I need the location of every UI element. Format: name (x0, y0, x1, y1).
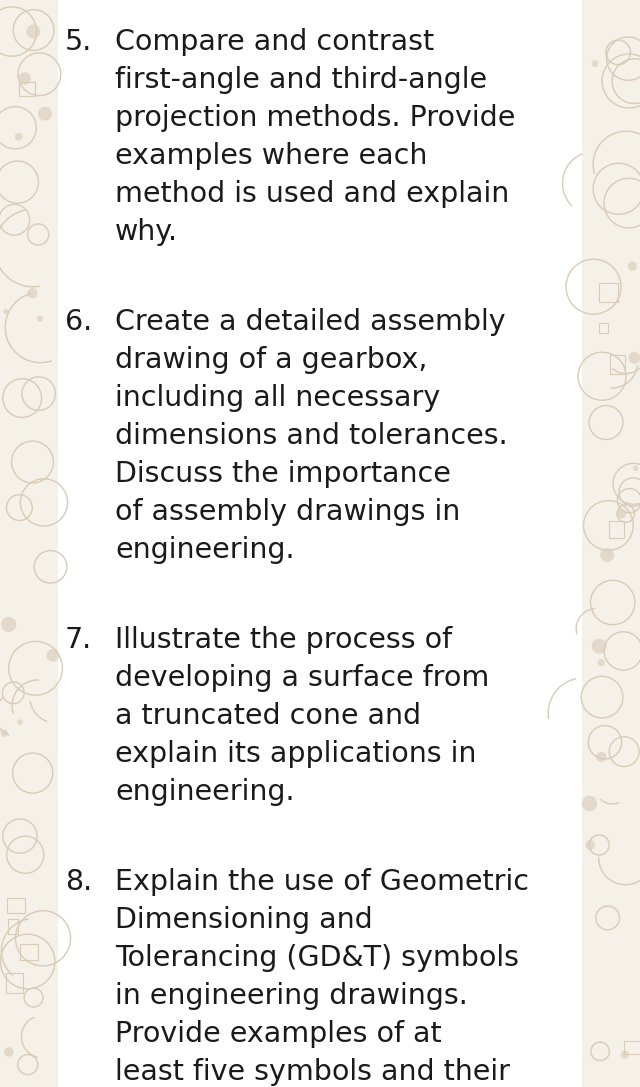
Circle shape (15, 133, 22, 140)
Text: least five symbols and their: least five symbols and their (115, 1058, 510, 1086)
Circle shape (36, 315, 43, 322)
Text: Discuss the importance: Discuss the importance (115, 460, 451, 488)
Circle shape (633, 465, 639, 471)
Circle shape (582, 796, 597, 811)
Text: dimensions and tolerances.: dimensions and tolerances. (115, 422, 508, 450)
Text: in engineering drawings.: in engineering drawings. (115, 982, 468, 1010)
Text: Tolerancing (GD&T) symbols: Tolerancing (GD&T) symbols (115, 944, 519, 972)
Text: of assembly drawings in: of assembly drawings in (115, 498, 460, 526)
Text: method is used and explain: method is used and explain (115, 180, 509, 208)
Text: projection methods. Provide: projection methods. Provide (115, 104, 515, 132)
Circle shape (26, 25, 40, 38)
Circle shape (585, 840, 595, 850)
Text: Provide examples of at: Provide examples of at (115, 1020, 442, 1048)
Text: 5.: 5. (65, 28, 92, 57)
Circle shape (27, 288, 38, 298)
Text: Create a detailed assembly: Create a detailed assembly (115, 308, 506, 336)
Text: drawing of a gearbox,: drawing of a gearbox, (115, 346, 428, 374)
Circle shape (616, 509, 627, 518)
Circle shape (3, 309, 9, 314)
Circle shape (621, 1050, 629, 1059)
Text: Explain the use of Geometric: Explain the use of Geometric (115, 869, 529, 896)
Text: a truncated cone and: a truncated cone and (115, 702, 421, 730)
Circle shape (598, 659, 605, 666)
Text: 8.: 8. (65, 869, 92, 896)
Text: including all necessary: including all necessary (115, 384, 440, 412)
Circle shape (47, 649, 60, 662)
Text: engineering.: engineering. (115, 536, 294, 564)
Text: Compare and contrast: Compare and contrast (115, 28, 434, 57)
Circle shape (1, 617, 16, 633)
Text: 7.: 7. (65, 626, 92, 654)
Circle shape (600, 548, 614, 562)
Circle shape (628, 262, 637, 271)
Text: first-angle and third-angle: first-angle and third-angle (115, 66, 487, 93)
Circle shape (596, 752, 607, 762)
Circle shape (591, 60, 598, 67)
Text: developing a surface from: developing a surface from (115, 664, 489, 692)
Circle shape (1, 729, 8, 737)
Circle shape (19, 73, 31, 85)
Circle shape (4, 1047, 13, 1057)
Circle shape (592, 638, 607, 653)
Circle shape (38, 107, 52, 121)
Text: 6.: 6. (65, 308, 92, 336)
Circle shape (17, 720, 22, 725)
Text: explain its applications in: explain its applications in (115, 740, 476, 769)
Text: Dimensioning and: Dimensioning and (115, 905, 372, 934)
Text: Illustrate the process of: Illustrate the process of (115, 626, 452, 654)
Text: examples where each: examples where each (115, 142, 428, 170)
FancyBboxPatch shape (58, 0, 582, 1087)
Text: engineering.: engineering. (115, 778, 294, 805)
Circle shape (628, 352, 640, 364)
Text: why.: why. (115, 218, 178, 246)
